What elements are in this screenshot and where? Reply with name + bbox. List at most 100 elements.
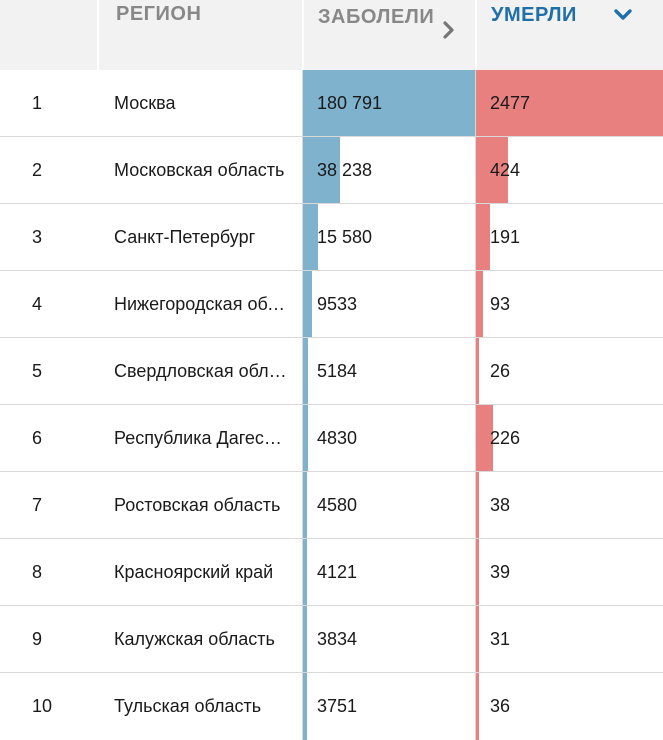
cases-bar: [303, 405, 308, 471]
table-row[interactable]: 8 Красноярский край 4121 39: [0, 539, 663, 606]
deaths-value: 26: [490, 360, 511, 381]
row-deaths: 38: [475, 472, 663, 538]
deaths-value: 191: [490, 226, 521, 247]
cases-value: 9533: [317, 293, 358, 314]
header-cases-label: ЗАБОЛЕЛИ: [318, 6, 435, 28]
row-cases: 4580: [302, 472, 475, 538]
table-row[interactable]: 3 Санкт-Петербург 15 580 191: [0, 204, 663, 271]
row-region: Калужская область: [114, 629, 275, 649]
row-region: Москва: [114, 93, 176, 113]
cases-value: 180 791: [317, 92, 383, 113]
table-row[interactable]: 10 Тульская область 3751 36: [0, 673, 663, 740]
row-rank: 10: [32, 696, 53, 716]
deaths-bar: [476, 606, 479, 672]
row-region: Московская область: [114, 160, 285, 180]
deaths-bar: [476, 539, 479, 605]
cases-value: 38 238: [317, 159, 373, 180]
table-row[interactable]: 6 Республика Дагестан 4830 226: [0, 405, 663, 472]
cases-bar: [303, 137, 340, 203]
chevron-down-icon: [614, 9, 632, 20]
table-row[interactable]: 5 Свердловская область 5184 26: [0, 338, 663, 405]
row-rank: 7: [32, 494, 43, 515]
row-cases: 38 238: [302, 137, 475, 203]
row-deaths: 424: [475, 137, 663, 203]
cases-bar: [303, 70, 476, 136]
row-region: Красноярский край: [114, 562, 274, 582]
row-rank: 8: [32, 561, 43, 582]
deaths-value: 31: [490, 628, 511, 649]
row-rank: 3: [32, 226, 43, 247]
cases-bar: [303, 539, 307, 605]
cases-value: 5184: [317, 360, 358, 381]
row-deaths: 226: [475, 405, 663, 471]
table-row[interactable]: 9 Калужская область 3834 31: [0, 606, 663, 673]
cases-bar: [303, 673, 307, 740]
table-body: 1 Москва 180 791 2477 2 Московская область 38 …: [0, 70, 663, 740]
row-region: Свердловская область: [114, 361, 288, 381]
deaths-bar: [476, 338, 479, 404]
row-cases: 4121: [302, 539, 475, 605]
header-rank: [0, 0, 97, 70]
row-region: Нижегородская область: [114, 294, 288, 314]
row-region: Ростовская область: [114, 495, 281, 515]
deaths-value: 39: [490, 561, 511, 582]
cases-bar: [303, 338, 308, 404]
table-row[interactable]: 7 Ростовская область 4580 38: [0, 472, 663, 539]
row-cases: 3834: [302, 606, 475, 672]
header-region-label: РЕГИОН: [116, 3, 202, 25]
cases-bar: [303, 204, 318, 270]
header-deaths-label: УМЕРЛИ: [491, 4, 577, 26]
deaths-bar: [476, 405, 493, 471]
header-cases-sort[interactable]: ЗАБОЛЕЛИ: [302, 0, 475, 70]
table-header: РЕГИОН ЗАБОЛЕЛИ УМЕРЛИ: [0, 0, 663, 70]
deaths-bar: [476, 70, 663, 136]
row-rank: 2: [32, 159, 43, 180]
row-deaths: 93: [475, 271, 663, 337]
cases-value: 3751: [317, 696, 358, 716]
cases-value: 15 580: [317, 226, 373, 247]
deaths-value: 36: [490, 696, 511, 716]
deaths-value: 226: [490, 427, 521, 448]
row-cases: 4830: [302, 405, 475, 471]
row-cases: 15 580: [302, 204, 475, 270]
row-deaths: 2477: [475, 70, 663, 136]
row-rank: 1: [32, 92, 43, 113]
cases-value: 3834: [317, 628, 358, 649]
deaths-bar: [476, 673, 479, 740]
row-rank: 5: [32, 360, 43, 381]
cases-bar: [303, 472, 307, 538]
chevron-right-icon: [443, 21, 454, 39]
deaths-value: 38: [490, 494, 511, 515]
deaths-bar: [476, 137, 508, 203]
header-region[interactable]: РЕГИОН: [97, 0, 302, 70]
row-cases: 9533: [302, 271, 475, 337]
row-rank: 9: [32, 628, 43, 649]
cases-value: 4121: [317, 561, 358, 582]
deaths-bar: [476, 472, 479, 538]
row-cases: 180 791: [302, 70, 476, 136]
cases-bar: [303, 271, 312, 337]
row-rank: 4: [32, 293, 43, 314]
deaths-value: 2477: [490, 92, 531, 113]
cases-bar: [303, 606, 307, 672]
table-row[interactable]: 1 Москва 180 791 2477: [0, 70, 663, 137]
deaths-bar: [476, 271, 483, 337]
row-deaths: 31: [475, 606, 663, 672]
row-region: Республика Дагестан: [114, 428, 288, 448]
row-deaths: 26: [475, 338, 663, 404]
row-region: Тульская область: [114, 696, 262, 716]
cases-value: 4580: [317, 494, 358, 515]
deaths-value: 93: [490, 293, 511, 314]
row-deaths: 191: [475, 204, 663, 270]
table-row[interactable]: 2 Московская область 38 238 424: [0, 137, 663, 204]
row-deaths: 36: [475, 673, 663, 740]
cases-value: 4830: [317, 427, 358, 448]
row-region: Санкт-Петербург: [114, 227, 256, 247]
table-row[interactable]: 4 Нижегородская область 9533 93: [0, 271, 663, 338]
deaths-value: 424: [490, 159, 521, 180]
row-deaths: 39: [475, 539, 663, 605]
header-deaths-sort[interactable]: УМЕРЛИ: [475, 0, 663, 70]
row-cases: 3751: [302, 673, 475, 740]
row-rank: 6: [32, 427, 43, 448]
